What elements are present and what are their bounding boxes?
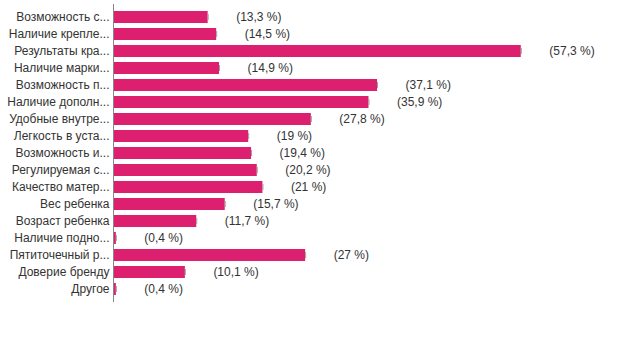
svg-text:(35,9 %): (35,9 %) xyxy=(397,95,442,109)
svg-text:(27 %): (27 %) xyxy=(334,248,369,262)
svg-text:Результаты кра...: Результаты кра... xyxy=(14,44,109,58)
svg-text:(15,7 %): (15,7 %) xyxy=(253,197,298,211)
svg-text:Удобные внутре...: Удобные внутре... xyxy=(9,112,109,126)
svg-text:Качество матер...: Качество матер... xyxy=(12,180,109,194)
svg-text:Другое: Другое xyxy=(71,282,109,296)
svg-text:(37,1 %): (37,1 %) xyxy=(406,78,451,92)
svg-text:(20,2 %): (20,2 %) xyxy=(285,163,330,177)
svg-text:Регулируемая с...: Регулируемая с... xyxy=(12,163,110,177)
svg-text:(27,8 %): (27,8 %) xyxy=(339,112,384,126)
svg-text:(14,5 %): (14,5 %) xyxy=(245,27,290,41)
svg-text:(19,4 %): (19,4 %) xyxy=(280,146,325,160)
svg-text:(19 %): (19 %) xyxy=(277,129,312,143)
svg-text:Наличие марки...: Наличие марки... xyxy=(14,61,110,75)
svg-text:Наличие крепле...: Наличие крепле... xyxy=(9,27,110,41)
svg-text:Возможность и...: Возможность и... xyxy=(16,146,110,160)
svg-text:Вес ребенка: Вес ребенка xyxy=(40,197,110,211)
svg-text:(0,4 %): (0,4 %) xyxy=(144,282,183,296)
svg-text:Наличие дополн...: Наличие дополн... xyxy=(7,95,109,109)
svg-text:Возможность п...: Возможность п... xyxy=(16,78,110,92)
svg-text:(11,7 %): (11,7 %) xyxy=(225,214,269,228)
svg-text:(13,3 %): (13,3 %) xyxy=(236,10,281,24)
svg-text:(21 %): (21 %) xyxy=(291,180,326,194)
svg-text:Доверие бренду: Доверие бренду xyxy=(18,265,109,279)
svg-text:Возраст ребенка: Возраст ребенка xyxy=(16,214,110,228)
svg-text:(14,9 %): (14,9 %) xyxy=(248,61,293,75)
svg-text:Пятиточечный р...: Пятиточечный р... xyxy=(10,248,110,262)
svg-text:(0,4 %): (0,4 %) xyxy=(144,231,183,245)
svg-text:(57,3 %): (57,3 %) xyxy=(549,44,594,58)
svg-text:Возможность с...: Возможность с... xyxy=(16,10,109,24)
svg-text:Легкость в уста...: Легкость в уста... xyxy=(14,129,110,143)
svg-text:(10,1 %): (10,1 %) xyxy=(213,265,258,279)
svg-text:Наличие подно...: Наличие подно... xyxy=(14,231,109,245)
